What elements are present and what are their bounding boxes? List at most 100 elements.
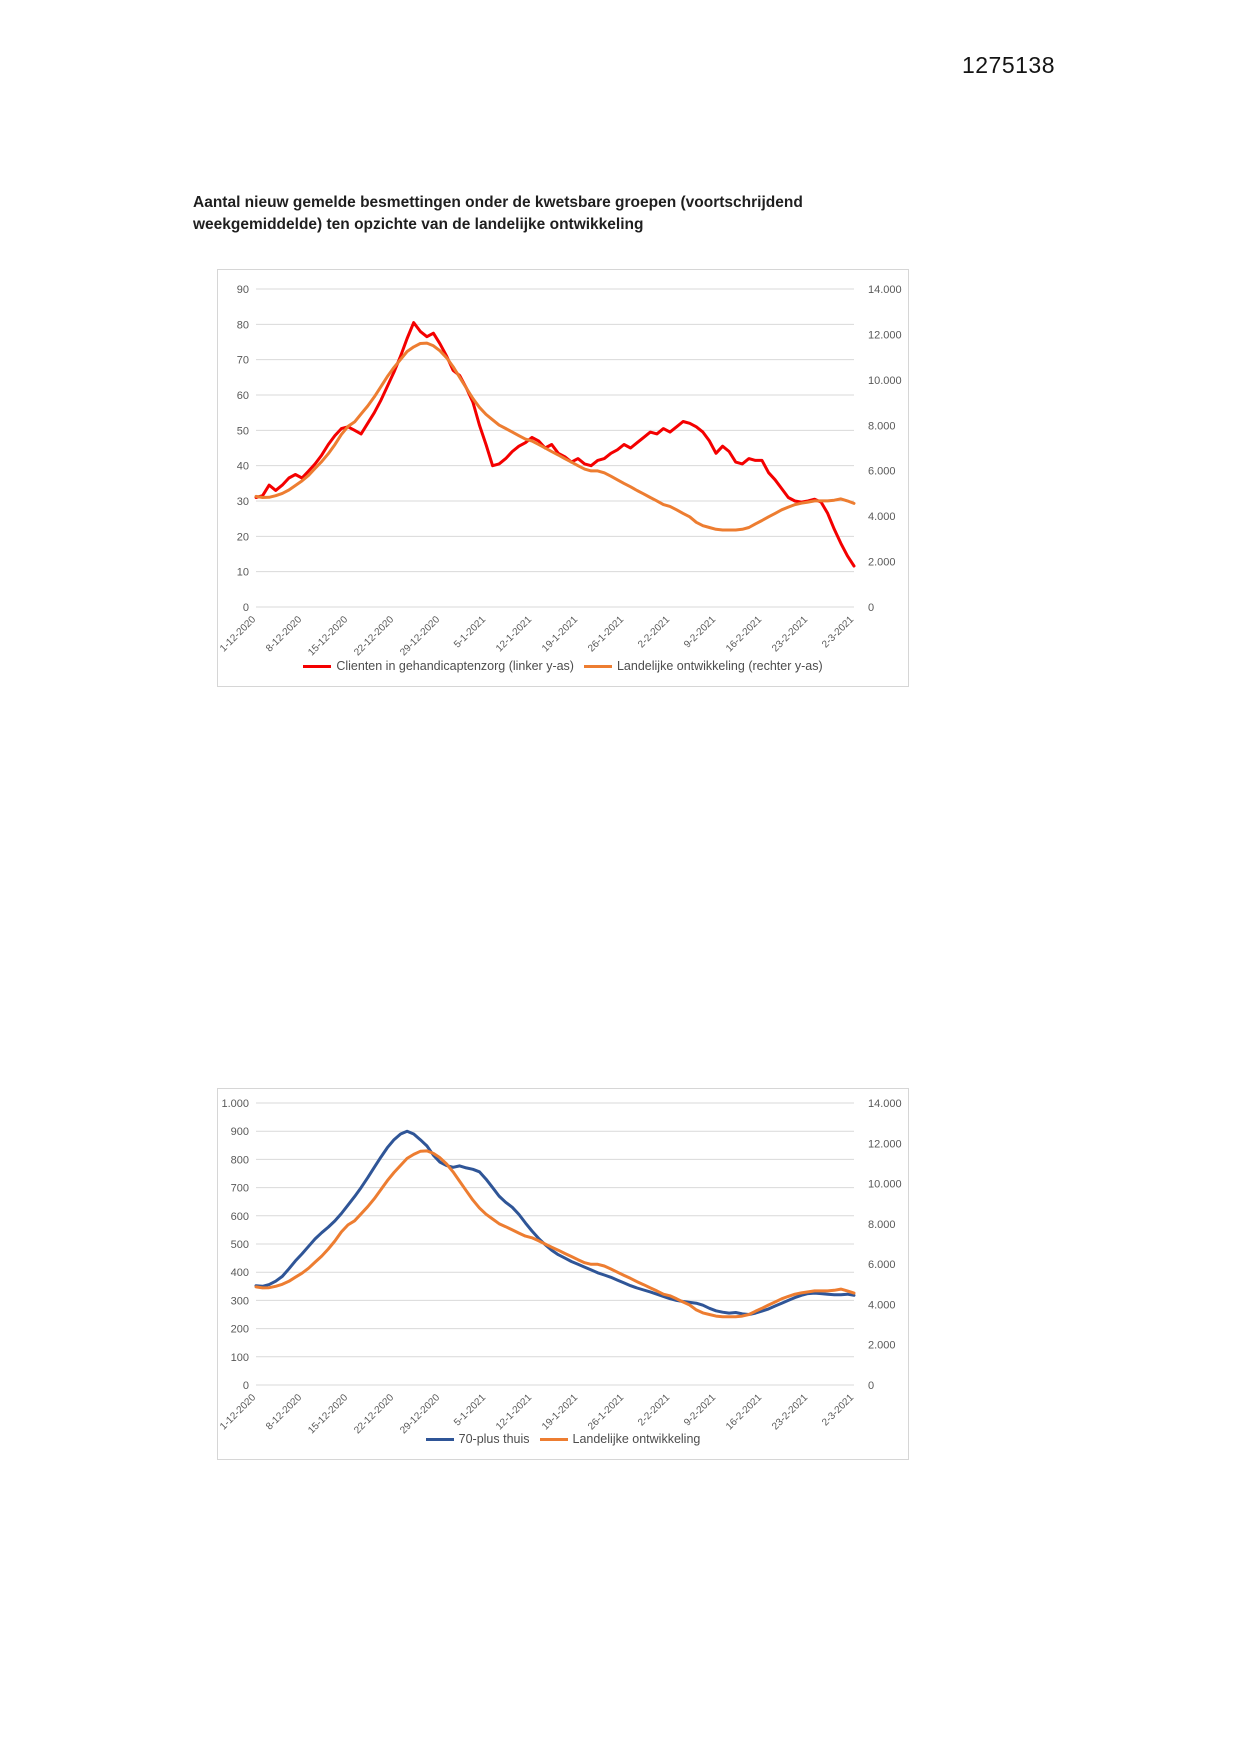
svg-text:8.000: 8.000 xyxy=(868,1219,896,1231)
svg-text:0: 0 xyxy=(243,602,249,614)
chart-70-plus-thuis: 1.000 900 800 700 600 500 400 300 200 100 0 14.000 1… xyxy=(217,1088,909,1460)
x-axis-tick-labels: 1-12-2020 8-12-2020 15-12-2020 22-12-2020 29… xyxy=(218,1392,856,1436)
svg-text:2-3-2021: 2-3-2021 xyxy=(820,614,856,650)
right-axis-tick-labels: 14.000 12.000 10.000 8.000 6.000 4.000 2.000 0 xyxy=(868,284,902,614)
svg-text:500: 500 xyxy=(231,1239,249,1251)
svg-text:26-1-2021: 26-1-2021 xyxy=(586,1392,626,1432)
svg-text:2-2-2021: 2-2-2021 xyxy=(636,614,672,650)
svg-text:10: 10 xyxy=(237,567,249,579)
svg-text:15-12-2020: 15-12-2020 xyxy=(306,1392,350,1436)
x-axis-tick-labels: 1-12-2020 8-12-2020 15-12-2020 22-12-2020 29… xyxy=(218,614,856,658)
legend-label: 70-plus thuis xyxy=(458,1432,530,1446)
page-number: 1275138 xyxy=(961,52,1055,78)
series-line xyxy=(254,341,856,532)
svg-text:40: 40 xyxy=(237,461,249,473)
red-line-swatch-icon xyxy=(303,664,332,668)
svg-text:70: 70 xyxy=(237,355,249,367)
svg-text:4.000: 4.000 xyxy=(868,1299,896,1311)
svg-text:10.000: 10.000 xyxy=(868,375,902,387)
svg-text:10.000: 10.000 xyxy=(868,1179,902,1191)
svg-text:12-1-2021: 12-1-2021 xyxy=(494,614,534,654)
svg-text:4.000: 4.000 xyxy=(868,511,896,523)
svg-text:600: 600 xyxy=(231,1211,249,1223)
svg-text:22-12-2020: 22-12-2020 xyxy=(352,1392,396,1436)
svg-text:30: 30 xyxy=(237,496,249,508)
chart-plot-area: 1.000900800700600500400300200100014.0001… xyxy=(218,1098,902,1436)
svg-text:23-2-2021: 23-2-2021 xyxy=(770,1392,810,1432)
legend-label: Landelijke ontwikkeling (rechter y-as) xyxy=(616,659,823,673)
svg-text:8-12-2020: 8-12-2020 xyxy=(264,614,304,654)
svg-text:14.000: 14.000 xyxy=(868,1098,902,1110)
svg-text:19-1-2021: 19-1-2021 xyxy=(540,1392,580,1432)
svg-text:16-2-2021: 16-2-2021 xyxy=(724,614,764,654)
svg-text:1-12-2020: 1-12-2020 xyxy=(218,1392,258,1432)
svg-text:300: 300 xyxy=(231,1295,249,1307)
svg-text:22-12-2020: 22-12-2020 xyxy=(352,614,396,658)
gridlines xyxy=(256,1102,854,1386)
orange-line-swatch-icon xyxy=(583,664,612,668)
svg-text:15-12-2020: 15-12-2020 xyxy=(306,614,350,658)
svg-text:2-2-2021: 2-2-2021 xyxy=(636,1392,672,1428)
orange-line-swatch-icon xyxy=(539,1437,568,1441)
svg-text:20: 20 xyxy=(237,531,249,543)
svg-text:12.000: 12.000 xyxy=(868,329,902,341)
svg-text:19-1-2021: 19-1-2021 xyxy=(540,614,580,654)
blue-line-swatch-icon xyxy=(425,1437,454,1441)
legend-label: Clienten in gehandicaptenzorg (linker y-… xyxy=(336,659,574,673)
svg-text:0: 0 xyxy=(868,1380,874,1392)
svg-text:14.000: 14.000 xyxy=(868,284,902,296)
svg-text:8.000: 8.000 xyxy=(868,420,896,432)
svg-text:12-1-2021: 12-1-2021 xyxy=(494,1392,534,1432)
legend-item-70-plus-thuis: 70-plus thuis xyxy=(425,1432,530,1446)
svg-text:6.000: 6.000 xyxy=(868,466,896,478)
svg-text:1-12-2020: 1-12-2020 xyxy=(218,614,258,654)
right-axis-tick-labels: 14.000 12.000 10.000 8.000 6.000 4.000 2.000 0 xyxy=(868,1098,902,1392)
svg-text:29-12-2020: 29-12-2020 xyxy=(398,1392,442,1436)
svg-text:800: 800 xyxy=(231,1154,249,1166)
chart-main-title: Aantal nieuw gemelde besmettingen onder … xyxy=(193,194,803,233)
chart-legend: 70-plus thuis Landelijke ontwikkeling xyxy=(218,1432,908,1446)
svg-text:29-12-2020: 29-12-2020 xyxy=(398,614,442,658)
svg-text:16-2-2021: 16-2-2021 xyxy=(724,1392,764,1432)
svg-text:6.000: 6.000 xyxy=(868,1259,896,1271)
left-axis-tick-labels: 90 80 70 60 50 40 30 20 10 0 xyxy=(237,284,249,614)
svg-text:50: 50 xyxy=(237,425,249,437)
legend-item-gehandicaptenzorg: Clienten in gehandicaptenzorg (linker y-… xyxy=(303,659,574,673)
svg-text:1.000: 1.000 xyxy=(221,1098,249,1110)
series-line xyxy=(254,1129,856,1316)
svg-text:2.000: 2.000 xyxy=(868,557,896,569)
legend-item-landelijke-ontwikkeling: Landelijke ontwikkeling (rechter y-as) xyxy=(583,659,823,673)
series-line xyxy=(254,1149,856,1319)
chart-besmettingen-kwetsbare-groepen: 90 80 70 60 50 40 30 20 10 0 14.000 12.000 10.000 8.0… xyxy=(217,269,909,687)
svg-text:12.000: 12.000 xyxy=(868,1138,902,1150)
series-line xyxy=(254,321,856,568)
legend-label: Landelijke ontwikkeling xyxy=(572,1432,701,1446)
chart-legend: Clienten in gehandicaptenzorg (linker y-… xyxy=(218,659,908,673)
legend-item-landelijke-ontwikkeling: Landelijke ontwikkeling xyxy=(539,1432,701,1446)
svg-text:5-1-2021: 5-1-2021 xyxy=(452,614,488,650)
chart-plot-area: 90 80 70 60 50 40 30 20 10 0 14.000 12.000 10.000 8.0… xyxy=(218,284,902,658)
svg-text:900: 900 xyxy=(231,1126,249,1138)
svg-text:0: 0 xyxy=(243,1380,249,1392)
svg-text:700: 700 xyxy=(231,1183,249,1195)
svg-text:2.000: 2.000 xyxy=(868,1340,896,1352)
svg-text:90: 90 xyxy=(237,284,249,296)
svg-text:2-3-2021: 2-3-2021 xyxy=(820,1392,856,1428)
svg-text:200: 200 xyxy=(231,1324,249,1336)
svg-text:60: 60 xyxy=(237,390,249,402)
svg-text:9-2-2021: 9-2-2021 xyxy=(682,614,718,650)
svg-text:8-12-2020: 8-12-2020 xyxy=(264,1392,304,1432)
svg-text:9-2-2021: 9-2-2021 xyxy=(682,1392,718,1428)
svg-text:5-1-2021: 5-1-2021 xyxy=(452,1392,488,1428)
left-axis-tick-labels: 1.000 900 800 700 600 500 400 300 200 100 0 xyxy=(221,1098,249,1392)
svg-text:400: 400 xyxy=(231,1267,249,1279)
chart-canvas: 1.000 900 800 700 600 500 400 300 200 100 0 14.000 1… xyxy=(218,1089,908,1459)
chart-canvas: 90 80 70 60 50 40 30 20 10 0 14.000 12.000 10.000 8.0… xyxy=(218,270,908,686)
svg-text:23-2-2021: 23-2-2021 xyxy=(770,614,810,654)
svg-text:0: 0 xyxy=(868,602,874,614)
svg-text:100: 100 xyxy=(231,1352,249,1364)
gridlines xyxy=(256,288,854,608)
svg-text:80: 80 xyxy=(237,319,249,331)
svg-text:26-1-2021: 26-1-2021 xyxy=(586,614,626,654)
